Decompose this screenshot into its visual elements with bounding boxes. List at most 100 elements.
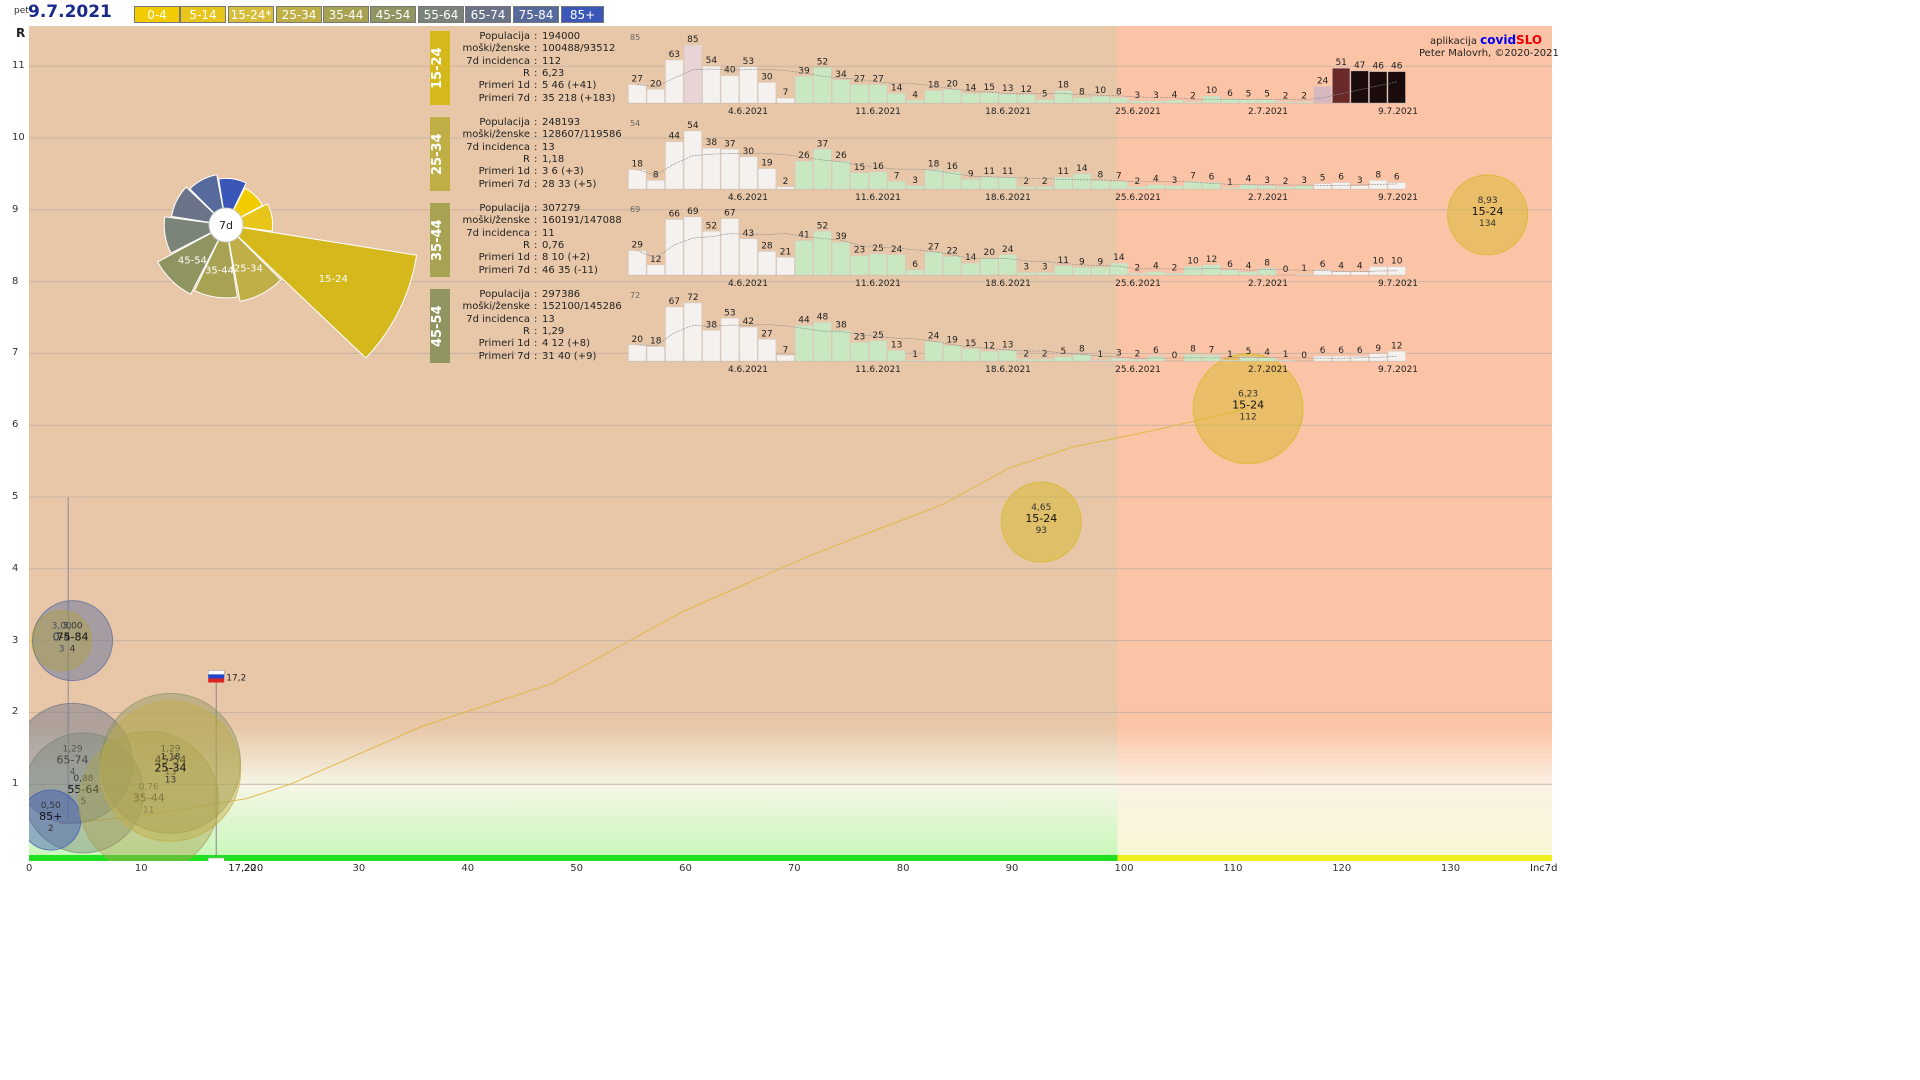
panel-bar-label: 20 xyxy=(632,335,644,345)
panel-bar-label: 39 xyxy=(798,66,810,76)
weekday: pet xyxy=(14,6,29,16)
panel-bar-label: 24 xyxy=(928,332,940,342)
y-axis-label: R xyxy=(16,26,26,40)
age-button-35-44[interactable]: 35-44 xyxy=(323,6,369,23)
panel-bar xyxy=(776,355,795,362)
info-colon: : xyxy=(534,313,538,325)
age-button-55-64[interactable]: 55-64 xyxy=(418,6,464,23)
panel-bar xyxy=(1332,271,1351,276)
age-button-25-34[interactable]: 25-34 xyxy=(276,6,322,23)
panel-bar xyxy=(1128,186,1147,190)
age-button-45-54[interactable]: 45-54 xyxy=(370,6,416,23)
panel-date-label: 18.6.2021 xyxy=(985,193,1031,203)
panel-bar-label: 2 xyxy=(1135,349,1141,359)
panel-bar xyxy=(739,156,758,190)
panel-bar xyxy=(776,257,795,276)
age-button-85-[interactable]: 85+ xyxy=(561,6,604,23)
panel-bar-label: 43 xyxy=(743,229,754,239)
panel-bar xyxy=(998,350,1017,362)
info-key: Primeri 7d xyxy=(478,264,530,276)
panel-bar-label: 40 xyxy=(724,66,736,76)
panel-date-label: 25.6.2021 xyxy=(1115,193,1161,203)
age-button-65-74[interactable]: 65-74 xyxy=(465,6,511,23)
bubble-r-value: 4,65 xyxy=(1031,503,1051,513)
info-value: 307279 xyxy=(542,203,581,214)
panel-bar-label: 37 xyxy=(724,139,735,149)
panel-bar-label: 18 xyxy=(1058,81,1070,91)
info-key: R xyxy=(523,325,530,337)
bubble-age-label: 15-24 xyxy=(1232,399,1264,412)
panel-bar-label: 3 xyxy=(1301,176,1307,186)
panel-date-label: 25.6.2021 xyxy=(1115,279,1161,289)
panel-date-label: 11.6.2021 xyxy=(855,279,901,289)
info-colon: : xyxy=(534,43,538,55)
panel-bar-label: 23 xyxy=(854,332,865,342)
panel-bar xyxy=(1109,263,1128,276)
baseline-green xyxy=(29,855,1118,861)
panel-bar-label: 1 xyxy=(912,350,918,360)
rose-segment-label: 15-24 xyxy=(319,274,348,285)
panel-bar-label: 10 xyxy=(1187,257,1199,267)
plot-area[interactable]: 17,2 3,00 0-4 3 3,00 75-84 4 1,29 65-74 4 0,88 55-6… xyxy=(29,26,1552,861)
info-colon: : xyxy=(534,350,538,362)
panel-bar-label: 46 xyxy=(1391,62,1403,72)
panel-bar xyxy=(998,93,1017,104)
info-key: Primeri 7d xyxy=(478,92,530,104)
panel-bar-label: 5 xyxy=(1264,90,1270,100)
panel-bar-label: 4 xyxy=(1246,262,1252,272)
panel-bar xyxy=(1221,187,1239,190)
info-key: moški/ženske xyxy=(462,43,530,55)
bubble-0-4[interactable]: 3,000-43 xyxy=(31,610,93,672)
panel-bar-label: 24 xyxy=(1317,77,1329,87)
panel-bar-label: 3 xyxy=(1135,91,1141,101)
panel-bar xyxy=(1072,173,1091,190)
panel-bar-label: 69 xyxy=(687,207,699,217)
info-value: 28 33 (+5) xyxy=(542,178,597,190)
age-button-15-24-[interactable]: 15-24* xyxy=(228,6,274,23)
bubble-circle xyxy=(29,702,134,824)
y-tick-label: 11 xyxy=(12,60,25,72)
age-button-5-14[interactable]: 5-14 xyxy=(180,6,226,23)
panel-bar-label: 2 xyxy=(1023,177,1029,187)
bubble-incidence-value: 93 xyxy=(1036,526,1047,536)
info-colon: : xyxy=(534,264,538,276)
panel-info: Populacija:248193 moški/ženske:128607/119… xyxy=(420,117,621,192)
panel-bar xyxy=(1387,182,1406,190)
info-colon: : xyxy=(534,325,538,337)
panel-trend-line xyxy=(637,68,1397,101)
panel-bar xyxy=(1146,355,1165,362)
panel-date-label: 25.6.2021 xyxy=(1115,107,1161,117)
panel-bar xyxy=(1146,100,1165,104)
current-date: 9.7.2021 xyxy=(28,2,112,22)
slovenia-flag-icon xyxy=(207,670,225,683)
panel-bar xyxy=(1184,101,1202,104)
age-button-75-84[interactable]: 75-84 xyxy=(513,6,559,23)
info-colon: : xyxy=(534,178,538,190)
info-colon: : xyxy=(534,67,538,79)
panel-bar xyxy=(832,330,850,362)
info-value: 13 xyxy=(542,313,555,325)
panel-bar xyxy=(720,318,739,362)
panel-info: Populacija:194000 moški/ženske:100488/935… xyxy=(420,31,620,106)
panel-bar xyxy=(1091,95,1110,104)
panel-bar-label: 2 xyxy=(1135,263,1141,273)
info-colon: : xyxy=(534,289,538,300)
info-colon: : xyxy=(534,31,538,42)
panel-bar-label: 1 xyxy=(1301,264,1307,274)
zone-high-incidence xyxy=(1117,26,1552,861)
panel-bar-label: 27 xyxy=(872,75,883,85)
age-button-0-4[interactable]: 0-4 xyxy=(134,6,180,23)
panel-bar-label: 4 xyxy=(1153,262,1159,272)
panel-bar xyxy=(813,149,832,190)
panel-bar-label: 15 xyxy=(983,83,994,93)
